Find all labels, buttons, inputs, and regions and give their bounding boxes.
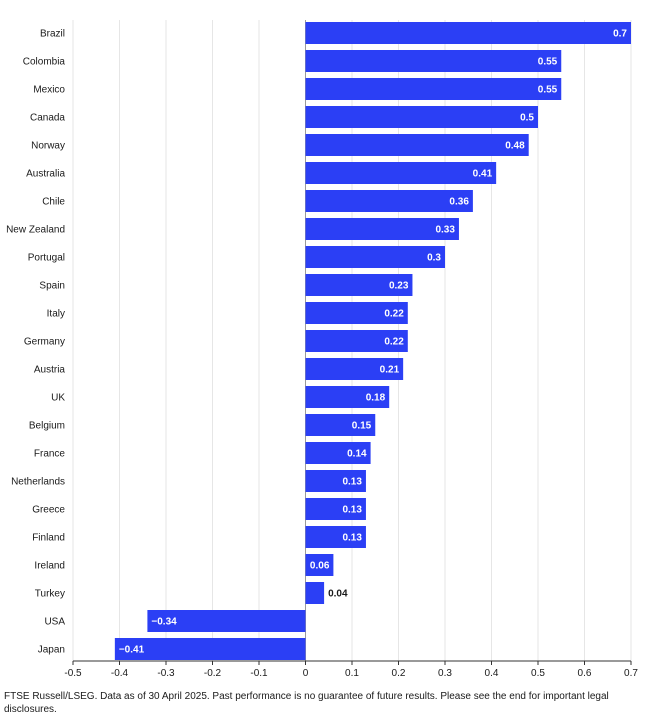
x-tick-label: -0.2 — [204, 668, 222, 679]
category-label: Netherlands — [11, 477, 65, 488]
data-label: 0.23 — [389, 281, 409, 292]
x-tick-label: 0 — [303, 668, 309, 679]
category-label: Spain — [39, 281, 65, 292]
x-tick-label: -0.4 — [111, 668, 129, 679]
category-label: Norway — [31, 141, 65, 152]
category-label: Ireland — [34, 561, 65, 572]
data-label: 0.18 — [366, 393, 386, 404]
category-label: Canada — [30, 113, 65, 124]
data-label: 0.13 — [342, 477, 362, 488]
bar — [305, 274, 413, 296]
bar — [305, 162, 497, 184]
category-label: Chile — [42, 197, 65, 208]
data-label: 0.36 — [449, 197, 469, 208]
footnote: FTSE Russell/LSEG. Data as of 30 April 2… — [4, 691, 609, 715]
data-label: 0.55 — [538, 57, 558, 68]
data-label: 0.21 — [380, 365, 400, 376]
bar — [305, 218, 459, 240]
category-label: Germany — [24, 337, 65, 348]
data-labels: 0.7 0.55 0.55 0.5 0.48 0.41 0.36 0.33 0.3 0.23 0.2… — [119, 29, 628, 656]
bar — [305, 358, 404, 380]
data-label: −0.34 — [151, 617, 177, 628]
bar — [305, 302, 408, 324]
bar — [305, 386, 390, 408]
data-label: 0.22 — [384, 309, 404, 320]
bar — [305, 106, 538, 128]
category-label: Portugal — [28, 253, 65, 264]
category-label: Australia — [26, 169, 65, 180]
x-axis: -0.5 -0.4 -0.3 -0.2 -0.1 0 0.1 0.2 0.3 0.4 0.5 0.6 0… — [64, 660, 638, 679]
category-label: UK — [51, 393, 65, 404]
bar — [305, 330, 408, 352]
bars — [114, 22, 631, 660]
category-label: Colombia — [23, 57, 66, 68]
bar — [305, 470, 366, 492]
data-label: 0.15 — [352, 421, 372, 432]
data-label: 0.22 — [384, 337, 404, 348]
bar — [305, 442, 371, 464]
category-label: USA — [44, 617, 65, 628]
data-label: 0.41 — [473, 169, 493, 180]
data-label: 0.13 — [342, 505, 362, 516]
data-label: −0.41 — [119, 645, 145, 656]
bar — [305, 526, 366, 548]
bar — [305, 134, 529, 156]
bar — [147, 610, 306, 632]
x-tick-label: 0.5 — [531, 668, 545, 679]
category-labels: Brazil Colombia Mexico Canada Norway Australi… — [6, 29, 65, 656]
data-label: 0.33 — [435, 225, 455, 236]
x-tick-label: -0.5 — [64, 668, 82, 679]
category-label: Italy — [47, 309, 65, 320]
data-label: 0.04 — [328, 589, 348, 600]
category-label: France — [34, 449, 66, 460]
category-label: New Zealand — [6, 225, 65, 236]
data-label: 0.7 — [613, 29, 627, 40]
x-tick-label: -0.1 — [250, 668, 268, 679]
bar-chart: Brazil Colombia Mexico Canada Norway Australi… — [6, 20, 638, 679]
bar — [305, 414, 376, 436]
bar — [305, 78, 562, 100]
data-label: 0.14 — [347, 449, 367, 460]
bar — [305, 22, 631, 44]
data-label: 0.5 — [520, 113, 534, 124]
category-label: Turkey — [35, 589, 65, 600]
category-label: Greece — [32, 505, 65, 516]
x-tick-label: 0.2 — [392, 668, 406, 679]
data-label: 0.3 — [427, 253, 441, 264]
data-label: 0.13 — [342, 533, 362, 544]
x-tick-label: 0.1 — [345, 668, 359, 679]
x-tick-label: 0.7 — [624, 668, 638, 679]
category-label: Japan — [38, 645, 65, 656]
bar — [305, 498, 366, 520]
category-label: Brazil — [40, 29, 65, 40]
x-tick-label: 0.3 — [438, 668, 452, 679]
category-label: Austria — [34, 365, 66, 376]
bar — [305, 246, 445, 268]
data-label: 0.55 — [538, 85, 558, 96]
x-tick-label: 0.4 — [485, 668, 499, 679]
category-label: Finland — [32, 533, 65, 544]
data-label: 0.06 — [310, 561, 330, 572]
bar — [305, 190, 473, 212]
bar — [114, 638, 306, 660]
data-label: 0.48 — [505, 141, 525, 152]
bar — [305, 554, 334, 576]
category-label: Belgium — [29, 421, 65, 432]
x-tick-label: -0.3 — [157, 668, 175, 679]
bar — [305, 50, 562, 72]
x-tick-label: 0.6 — [578, 668, 592, 679]
category-label: Mexico — [33, 85, 65, 96]
bar — [305, 582, 325, 604]
